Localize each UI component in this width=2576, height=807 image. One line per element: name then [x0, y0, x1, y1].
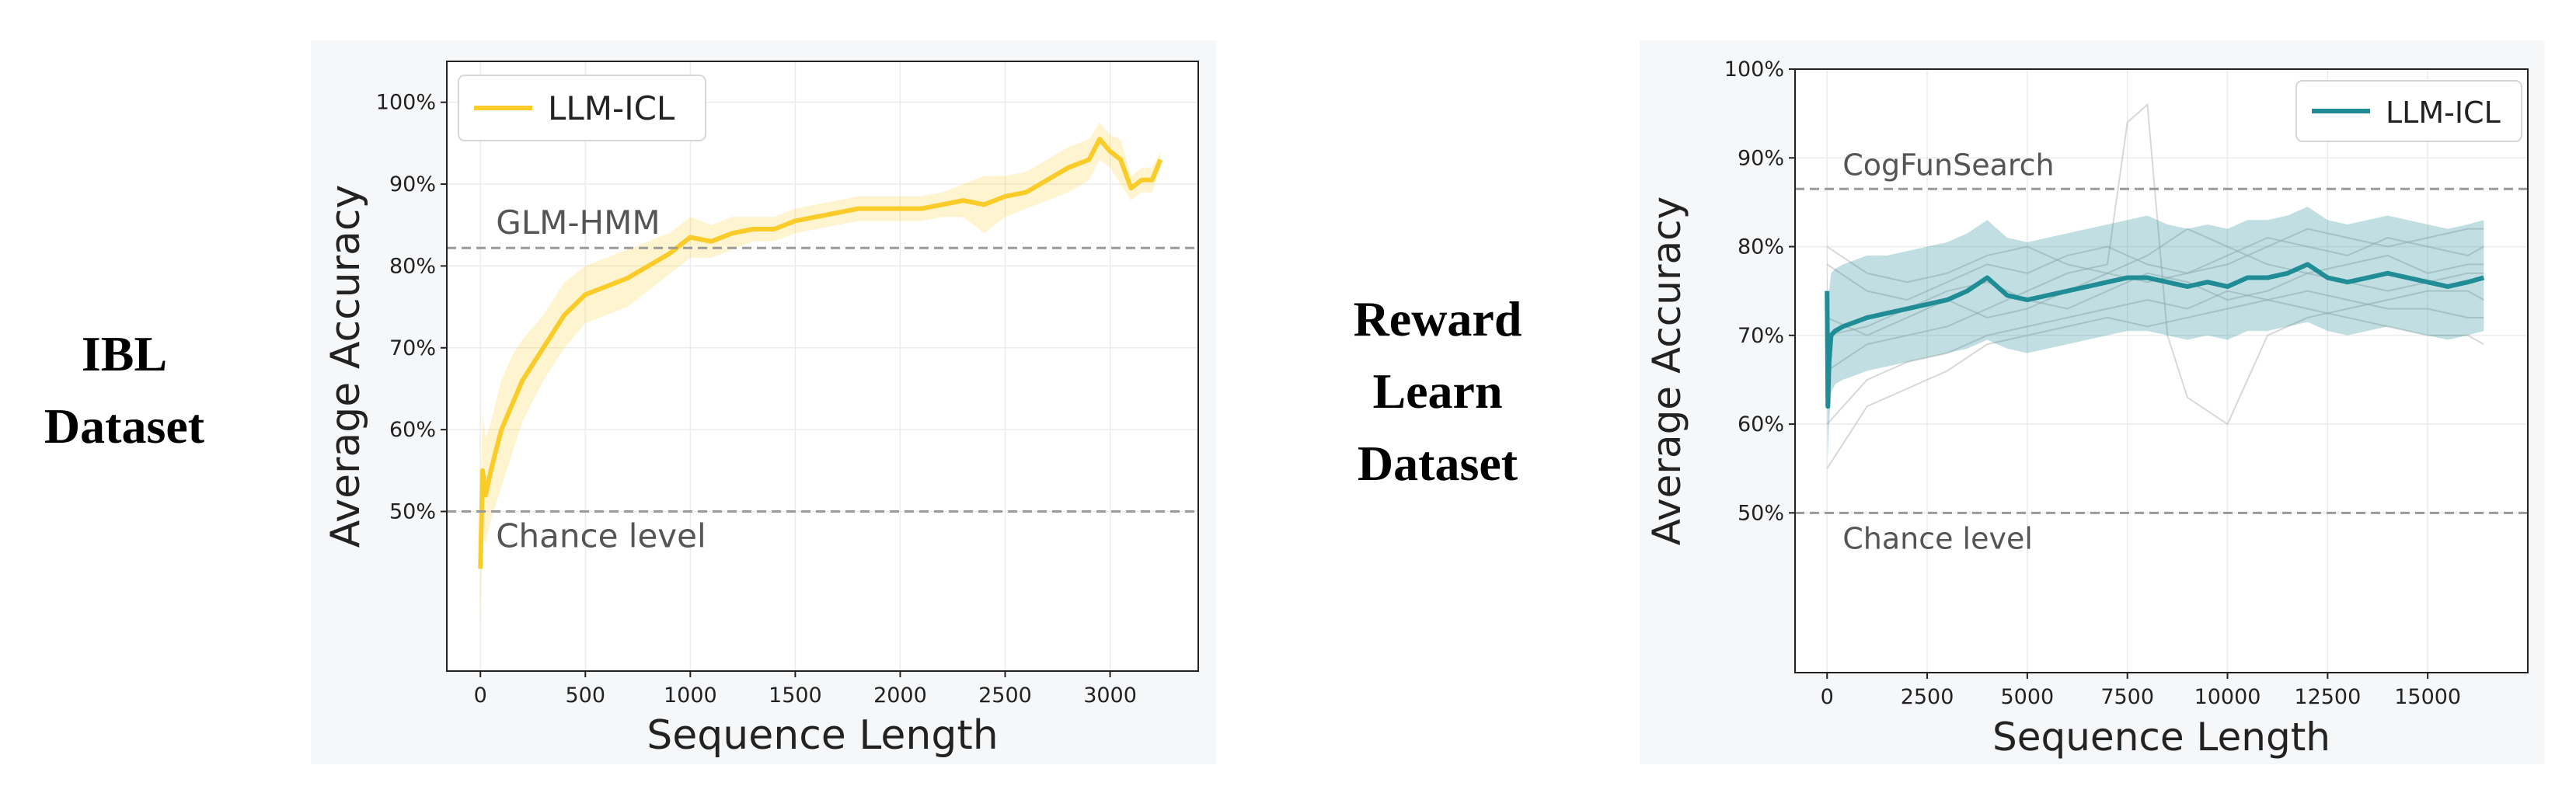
left-dataset-label: IBL Dataset — [16, 318, 233, 463]
y-tick-label: 50% — [1738, 501, 1784, 525]
background-trace — [1826, 290, 2484, 469]
background-trace — [1826, 103, 2484, 426]
y-tick-label: 90% — [1738, 146, 1784, 170]
plot-frame — [1794, 68, 2529, 673]
series-line-llm-icl — [478, 137, 1163, 569]
x-tick-label: 0 — [1821, 685, 1834, 709]
left-label-line2: Dataset — [44, 398, 205, 454]
y-tick-label: 70% — [1738, 324, 1784, 348]
x-tick-label: 12500 — [2294, 685, 2361, 709]
plot-area — [1795, 69, 2528, 673]
y-tick-label: 60% — [1738, 412, 1784, 437]
ibl-chart: GLM-HMM Chance level 0 500 1000 1500 2000 2500 3… — [322, 61, 1199, 759]
x-tick-label: 1500 — [769, 684, 822, 708]
plot-area — [447, 61, 1198, 671]
x-tick-label: 7500 — [2100, 685, 2154, 709]
y-tick-label: 50% — [389, 500, 436, 524]
right-label-line1: Reward — [1353, 291, 1522, 346]
legend-box — [2295, 80, 2522, 142]
x-axis-label: Sequence Length — [647, 712, 998, 759]
left-label-line1: IBL — [81, 326, 168, 381]
confidence-band — [480, 123, 1161, 627]
y-tick-label: 100% — [376, 91, 436, 115]
x-tick-label: 2500 — [1901, 685, 1954, 709]
y-tick-label: 80% — [389, 254, 436, 278]
x-tick-label: 500 — [566, 684, 606, 708]
right-label-line3: Dataset — [1357, 435, 1518, 491]
legend-label: LLM-ICL — [2386, 96, 2501, 130]
y-tick-label: 70% — [389, 336, 436, 360]
background-trace — [1826, 237, 2484, 301]
x-tick-label: 2000 — [873, 684, 927, 708]
y-tick-label: 60% — [389, 418, 436, 442]
reference-label: Chance level — [1842, 521, 2033, 555]
x-tick-label: 3000 — [1083, 684, 1137, 708]
x-axis-label: Sequence Length — [1992, 715, 2330, 760]
x-tick-label: 5000 — [2001, 685, 2055, 709]
x-tick-label: 10000 — [2194, 685, 2261, 709]
series-line-llm-icl — [1825, 262, 2485, 409]
y-axis-label: Average Accuracy — [322, 185, 369, 548]
background-trace — [1826, 290, 2484, 425]
legend-label: LLM-ICL — [548, 89, 675, 127]
y-tick-label: 100% — [1724, 57, 1784, 82]
background-trace — [1827, 272, 2484, 336]
reward-learn-chart: CogFunSearch Chance level 0 2500 5000 7500 100… — [1644, 57, 2529, 760]
x-tick-label: 1000 — [664, 684, 717, 708]
reward-learn-chart-panel: CogFunSearch Chance level 0 2500 5000 7500 100… — [1640, 40, 2545, 764]
legend-box — [458, 75, 706, 141]
right-label-line2: Learn — [1372, 363, 1503, 419]
x-tick-label: 15000 — [2394, 685, 2461, 709]
ibl-chart-panel: GLM-HMM Chance level 0 500 1000 1500 2000 2500 3… — [311, 40, 1216, 764]
reference-label: Chance level — [496, 517, 706, 555]
x-tick-label: 0 — [474, 684, 487, 708]
right-dataset-label: Reward Learn Dataset — [1321, 283, 1554, 499]
plot-frame — [446, 61, 1199, 672]
reference-label: CogFunSearch — [1842, 148, 2054, 182]
y-axis-label: Average Accuracy — [1644, 197, 1689, 546]
y-tick-label: 90% — [389, 172, 436, 197]
x-tick-label: 2500 — [978, 684, 1032, 708]
reference-label: GLM-HMM — [496, 203, 660, 242]
y-tick-label: 80% — [1738, 235, 1784, 259]
